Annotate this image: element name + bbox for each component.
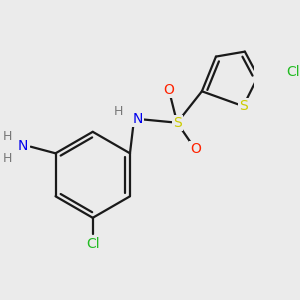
Text: O: O [190, 142, 201, 156]
Text: N: N [18, 139, 28, 153]
Text: Cl: Cl [86, 237, 100, 251]
Text: H: H [3, 130, 12, 143]
Text: H: H [3, 152, 12, 165]
Text: O: O [164, 82, 174, 97]
Text: H: H [114, 105, 123, 118]
Text: N: N [132, 112, 142, 126]
Text: S: S [173, 116, 182, 130]
Text: Cl: Cl [286, 65, 300, 79]
Text: S: S [239, 99, 248, 113]
